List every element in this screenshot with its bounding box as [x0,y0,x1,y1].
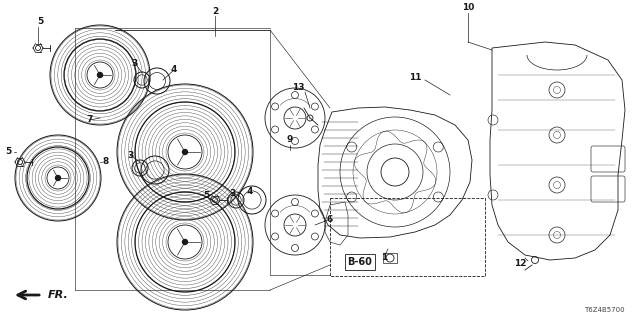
Bar [330,198,485,276]
Text: 13: 13 [292,84,304,92]
Text: B-60: B-60 [348,257,372,267]
Text: 4: 4 [247,187,253,196]
Text: 3: 3 [132,59,138,68]
Circle shape [97,73,102,77]
Circle shape [182,149,188,155]
Text: 5: 5 [5,148,11,156]
Text: 3: 3 [230,188,236,197]
Text: 5: 5 [37,18,43,27]
Text: 12: 12 [514,259,526,268]
Text: 11: 11 [409,74,421,83]
Text: 4: 4 [171,66,177,75]
Circle shape [182,239,188,244]
Text: 1: 1 [381,253,387,262]
Text: 10: 10 [462,4,474,12]
Text: 8: 8 [103,157,109,166]
Text: 6: 6 [327,215,333,225]
Text: 3: 3 [127,150,133,159]
Circle shape [56,175,61,180]
Text: 7: 7 [87,116,93,124]
Text: 5: 5 [203,191,209,201]
Text: FR.: FR. [48,290,68,300]
Text: 2: 2 [212,7,218,17]
Text: 9: 9 [287,135,293,145]
Text: T6Z4B5700: T6Z4B5700 [584,307,625,313]
